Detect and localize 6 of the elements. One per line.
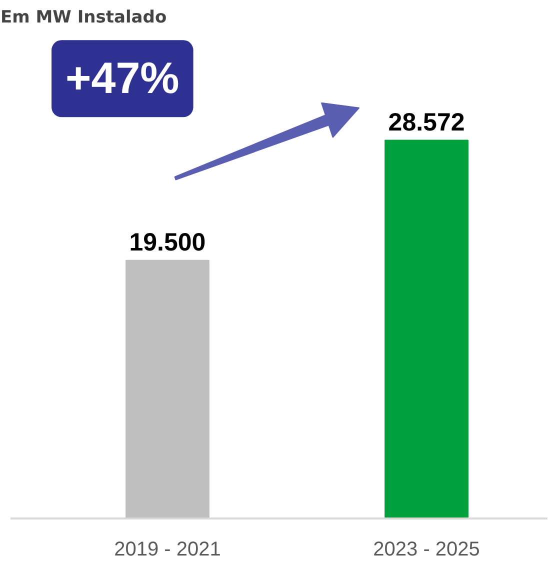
chart-title: Em MW Instalado	[0, 8, 167, 28]
x-tick-label: 2019 - 2021	[114, 538, 221, 560]
data-label: 19.500	[129, 228, 206, 256]
text: +47%	[66, 54, 180, 104]
x-tick-label: 2023 - 2025	[373, 538, 480, 560]
data-label: 28.572	[388, 108, 465, 136]
